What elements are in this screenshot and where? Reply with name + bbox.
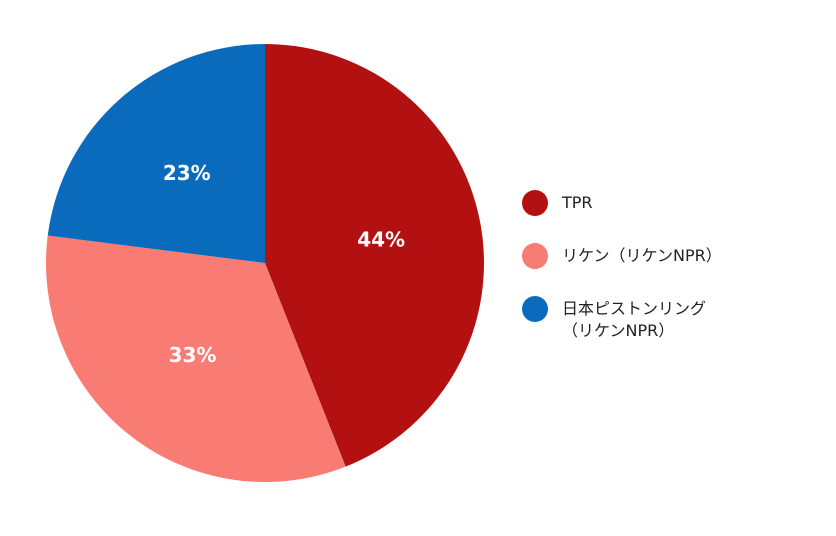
slice-label: 33% <box>169 343 217 367</box>
pie-slice <box>265 44 484 467</box>
legend-swatch <box>522 190 548 216</box>
pie-slice <box>46 235 346 482</box>
legend-item: 日本ピストンリング（リケンNPR） <box>522 296 722 342</box>
pie-slice <box>47 44 265 263</box>
legend-item: TPR <box>522 190 722 216</box>
legend-label: リケン（リケンNPR） <box>562 246 722 265</box>
legend-item: リケン（リケンNPR） <box>522 243 722 269</box>
legend-label: TPR <box>562 193 593 212</box>
legend-swatch <box>522 243 548 269</box>
slice-label: 23% <box>163 161 211 185</box>
legend-label: 日本ピストンリング（リケンNPR） <box>562 299 707 340</box>
legend-swatch <box>522 296 548 322</box>
slice-label: 44% <box>357 227 405 251</box>
